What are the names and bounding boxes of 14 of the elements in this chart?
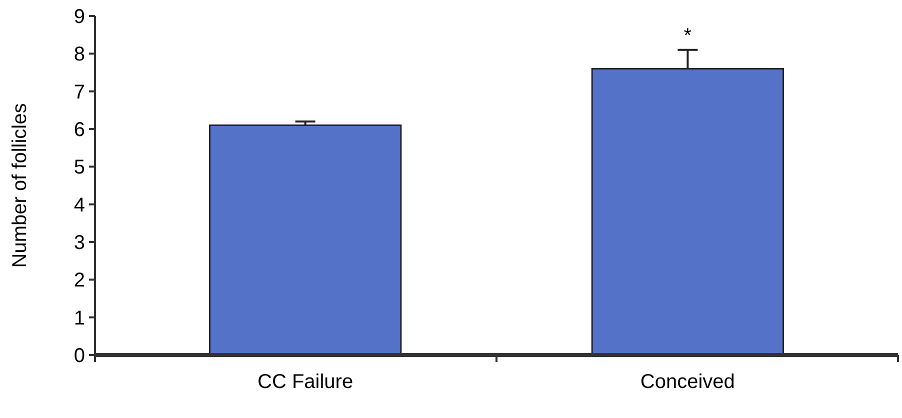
y-tick-label: 9	[74, 6, 85, 28]
x-tick-label: CC Failure	[258, 371, 354, 393]
x-tick-label: Conceived	[640, 371, 735, 393]
y-tick-label: 4	[74, 194, 85, 216]
y-tick-label: 0	[74, 345, 85, 367]
annotation: *	[684, 24, 692, 47]
y-tick-label: 5	[74, 156, 85, 179]
y-tick-label: 7	[74, 81, 85, 104]
y-tick-label: 1	[74, 307, 85, 330]
y-tick-label: 8	[74, 44, 85, 66]
y-tick-label: 2	[74, 270, 85, 292]
y-tick-label: 6	[74, 119, 85, 141]
y-axis-title: Number of follicles	[9, 103, 31, 268]
y-tick-label: 3	[74, 232, 85, 254]
